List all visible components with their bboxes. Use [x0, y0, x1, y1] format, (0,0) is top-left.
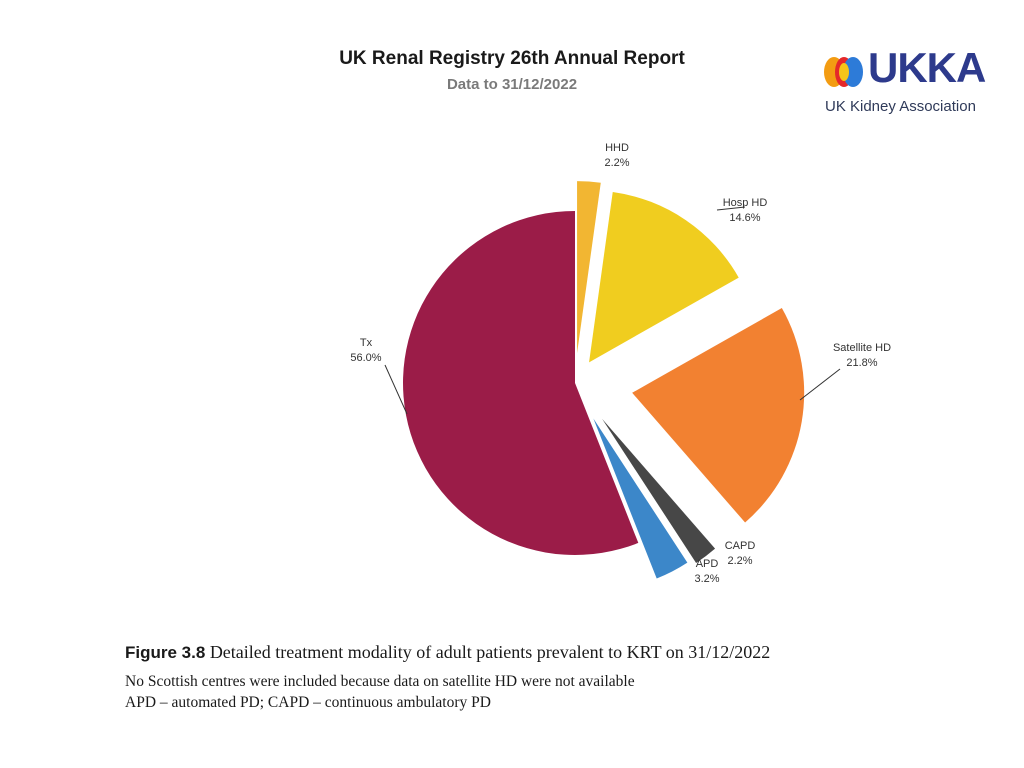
slice-label-apd: APD 3.2% [694, 558, 719, 585]
kidney-logo-icon [824, 57, 863, 87]
slice-name-hosp-hd: Hosp HD [723, 197, 768, 209]
pie-slice-capd [602, 418, 716, 563]
pie-slice-tx [403, 211, 639, 555]
caption-note: No Scottish centres were included becaus… [125, 673, 635, 690]
caption-heading: Figure 3.8 Detailed treatment modality o… [125, 642, 985, 663]
slice-value-apd: 3.2% [694, 573, 719, 585]
figure-number: Figure 3.8 [125, 643, 206, 662]
slice-label-tx: Tx 56.0% [350, 337, 381, 364]
figure-caption: Figure 3.8 Detailed treatment modality o… [125, 642, 985, 713]
logo-wordmark: UKKA [868, 44, 986, 91]
figure-title: Detailed treatment modality of adult pat… [205, 642, 771, 662]
slice-label-hosp-hd: Hosp HD 14.6% [723, 197, 768, 224]
pie-slice-hhd [577, 181, 601, 354]
slice-label-hhd: HHD 2.2% [604, 142, 629, 169]
logo-tagline: UK Kidney Association [825, 98, 976, 115]
slice-name-satellite-hd: Satellite HD [833, 342, 891, 354]
slice-name-tx: Tx [360, 337, 373, 349]
slice-name-capd: CAPD [725, 540, 756, 552]
slice-name-apd: APD [696, 558, 719, 570]
ukka-logo: UKKA UK Kidney Association [822, 44, 997, 120]
pie-slice-satellite-hd [632, 308, 805, 523]
caption-abbreviations: APD – automated PD; CAPD – continuous am… [125, 694, 491, 711]
leader-line-satellite-hd [799, 368, 841, 401]
slice-value-tx: 56.0% [350, 352, 381, 364]
slice-value-hosp-hd: 14.6% [729, 212, 760, 224]
slice-value-capd: 2.2% [727, 555, 752, 567]
slice-value-hhd: 2.2% [604, 157, 629, 169]
slice-label-capd: CAPD 2.2% [725, 540, 756, 567]
page-title: UK Renal Registry 26th Annual Report [339, 48, 685, 69]
slice-name-hhd: HHD [605, 142, 629, 154]
slice-value-satellite-hd: 21.8% [846, 357, 877, 369]
pie-chart: HHD 2.2% Hosp HD 14.6% Satellite HD 21.8% CAPD… [350, 142, 891, 585]
slice-label-satellite-hd: Satellite HD 21.8% [833, 342, 891, 369]
leader-line-hosp-hd [716, 206, 746, 211]
leader-line-tx [384, 364, 408, 415]
pie-slice-hosp-hd [589, 191, 739, 363]
page-subtitle: Data to 31/12/2022 [446, 76, 578, 93]
pie-slice-apd [593, 418, 688, 579]
